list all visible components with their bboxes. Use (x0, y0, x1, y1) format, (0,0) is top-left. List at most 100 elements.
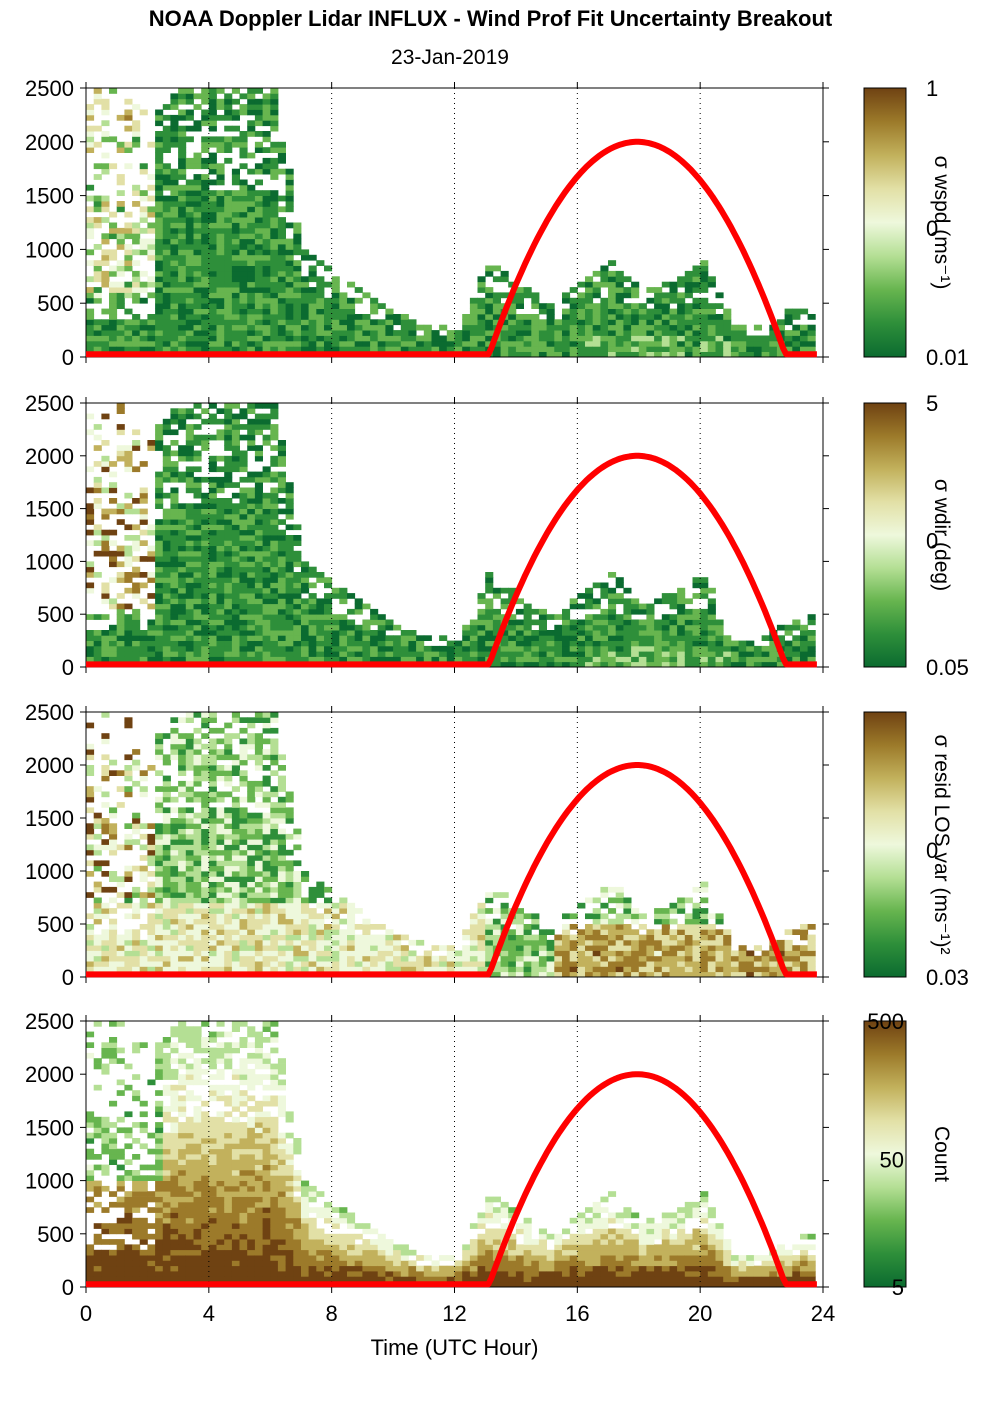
heatmap-cell (116, 577, 125, 583)
heatmap-cell (692, 281, 701, 288)
heatmap-cell (178, 206, 187, 213)
heatmap-cell (623, 630, 632, 636)
heatmap-cell (109, 924, 118, 930)
heatmap-cell (408, 645, 417, 652)
heatmap-cell (185, 593, 194, 599)
heatmap-cell (109, 849, 118, 856)
heatmap-cell (316, 598, 325, 605)
heatmap-cell (216, 603, 225, 610)
heatmap-cell (224, 780, 233, 787)
heatmap-cell (170, 222, 179, 229)
heatmap-cell (277, 141, 286, 148)
heatmap-cell (347, 324, 356, 331)
heatmap-cell (93, 482, 102, 488)
heatmap-cell (124, 163, 133, 170)
heatmap-cell (185, 828, 194, 835)
heatmap-cell (569, 955, 578, 962)
heatmap-cell (692, 661, 701, 668)
heatmap-cell (738, 335, 747, 342)
heatmap-cell (776, 319, 785, 326)
heatmap-cell (224, 614, 233, 620)
heatmap-cell (800, 624, 809, 631)
heatmap-cell (254, 865, 263, 872)
heatmap-cell (270, 823, 279, 829)
heatmap-cell (562, 619, 571, 626)
heatmap-cell (178, 476, 187, 483)
heatmap-cell (101, 966, 110, 973)
heatmap-cell (132, 297, 141, 304)
heatmap-cell (185, 865, 194, 872)
heatmap-cell (492, 314, 501, 320)
heatmap-cell (538, 608, 547, 615)
heatmap-cell (492, 924, 501, 930)
heatmap-cell (385, 640, 394, 647)
heatmap-cell (761, 651, 770, 657)
heatmap-cell (185, 466, 194, 473)
heatmap-cell (285, 492, 294, 499)
heatmap-cell (792, 346, 801, 352)
heatmap-cell (109, 211, 118, 218)
heatmap-cells (86, 712, 816, 978)
heatmap-cell (377, 924, 386, 930)
heatmap-cell (170, 114, 179, 121)
heatmap-cell (247, 434, 256, 441)
heatmap-cell (285, 303, 294, 309)
heatmap-cell (262, 249, 271, 256)
heatmap-cell (569, 303, 578, 309)
heatmap-cell (201, 503, 210, 509)
heatmap-cell (469, 308, 478, 315)
colorbar-label: σ wdir (deg) (930, 479, 953, 591)
heatmap-cell (139, 498, 148, 504)
heatmap-cell (170, 335, 179, 342)
heatmap-cell (178, 645, 187, 652)
heatmap-cell (454, 651, 463, 657)
heatmap-cell (454, 656, 463, 663)
heatmap-cell (592, 314, 601, 320)
heatmap-cell (608, 924, 617, 930)
heatmap-cell (239, 823, 248, 829)
heatmap-cell (162, 823, 171, 829)
heatmap-cell (677, 645, 686, 652)
heatmap-cell (554, 656, 563, 663)
heatmap-cell (109, 303, 118, 309)
heatmap-cell (224, 222, 233, 229)
heatmap-cell (270, 287, 279, 293)
heatmap-cell (170, 855, 179, 861)
heatmap-cell (93, 635, 102, 641)
heatmap-cell (185, 424, 194, 430)
heatmap-cell (124, 791, 133, 798)
heatmap-cell (124, 651, 133, 657)
heatmap-cell (155, 109, 164, 116)
heatmap-cell (700, 577, 709, 583)
heatmap-cell (139, 244, 148, 250)
heatmap-cell (170, 897, 179, 904)
heatmap-cell (178, 619, 187, 626)
heatmap-cell (178, 929, 187, 935)
heatmap-cell (508, 645, 517, 652)
heatmap-cell (178, 88, 187, 94)
heatmap-cell (700, 330, 709, 336)
heatmap-cell (254, 929, 263, 935)
heatmap-cell (270, 871, 279, 877)
heatmap-cell (247, 184, 256, 191)
heatmap-cell (508, 939, 517, 946)
heatmap-cell (170, 593, 179, 599)
heatmap-cell (216, 482, 225, 488)
heatmap-cell (208, 403, 217, 409)
heatmap-cell (277, 855, 286, 861)
heatmap-cell (270, 508, 279, 515)
heatmap-cell (715, 330, 724, 336)
heatmap-cell (109, 265, 118, 272)
heatmap-cell (669, 624, 678, 631)
heatmap-cell (231, 308, 240, 315)
heatmap-cell (224, 855, 233, 861)
heatmap-cell (231, 577, 240, 583)
heatmap-cell (216, 455, 225, 462)
heatmap-cell (370, 945, 379, 951)
heatmap-cell (600, 661, 609, 668)
heatmap-cell (116, 260, 125, 266)
heatmap-cell (331, 635, 340, 641)
heatmap-cell (178, 270, 187, 277)
heatmap-cell (231, 324, 240, 331)
heatmap-cell (124, 308, 133, 315)
